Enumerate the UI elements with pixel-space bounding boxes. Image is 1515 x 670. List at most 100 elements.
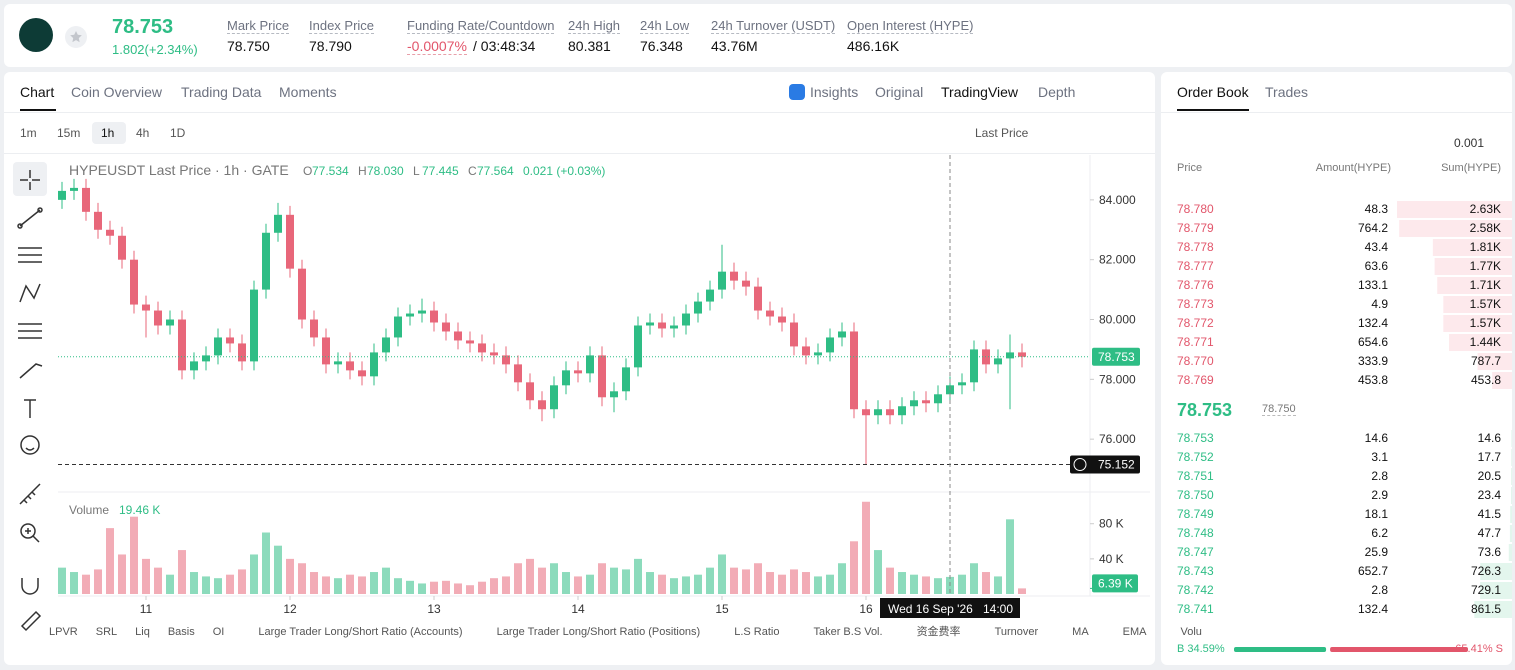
indicator[interactable]: Turnover [995,626,1039,638]
depth-bar [1508,544,1512,561]
ob-price: 78.748 [1177,526,1214,540]
price-type[interactable]: Last Price [975,126,1029,140]
volume-tick-label: 80 K [1099,517,1124,531]
candle-body [190,361,198,371]
indicator[interactable]: Large Trader Long/Short Ratio (Positions… [497,626,701,638]
indicator[interactable]: Volu [1181,626,1202,638]
ob-sum: 17.7 [1477,450,1501,464]
candle-body [346,361,354,371]
volume-bar [586,574,594,594]
candle-body [814,352,822,356]
indicator[interactable]: 资金费率 [917,624,961,638]
tab[interactable]: Trading Data [181,84,262,100]
ob-amount: 6.2 [1371,526,1388,540]
indicator[interactable]: LPVR [49,626,78,638]
volume-bar [334,578,342,594]
interval[interactable]: 1D [170,126,186,140]
volume-bar [490,578,498,594]
x-tick-label: 12 [283,602,297,616]
volume-bar [790,569,798,594]
ob-price: 78.751 [1177,469,1214,483]
indicator[interactable]: SRL [96,626,117,638]
low-tag [1070,455,1140,474]
indicator[interactable]: Taker B.S Vol. [813,626,882,638]
candle-body [922,400,930,404]
x-tick-label: 16 [859,602,873,616]
ob-price: 78.780 [1177,202,1214,216]
buy-ratio [1234,647,1327,652]
interval[interactable]: 1m [20,126,37,140]
indicator[interactable]: Liq [135,626,150,638]
volume-bar [214,578,222,594]
candle-body [730,271,738,281]
depth-bar [1397,201,1512,218]
legend-value: 77.564 [477,164,514,178]
candle-body [322,337,330,365]
indicator[interactable]: EMA [1123,626,1148,638]
candle-body [358,370,366,377]
tab[interactable]: Moments [279,84,337,100]
ob-price: 78.750 [1177,488,1214,502]
candle-body [934,394,942,404]
interval[interactable]: 1h [101,126,115,140]
volume-bar [202,576,210,594]
candle-body [238,343,246,362]
ob-last: 78.753 [1177,400,1233,420]
ob-price: 78.772 [1177,316,1214,330]
ob-amount: 2.8 [1371,469,1388,483]
indicator[interactable]: L.S Ratio [734,626,779,638]
interval[interactable]: 15m [57,126,81,140]
candle-body [142,304,150,311]
ob-tab[interactable]: Trades [1265,84,1309,100]
ob-amount: 14.6 [1364,431,1388,445]
candle-body [646,322,654,326]
sell-label: 65.41% S [1455,643,1503,655]
indicator[interactable]: OI [213,626,225,638]
volume-bar [454,583,462,594]
candle-body [718,271,726,290]
volume-bar [526,558,534,594]
volume-bar [82,574,90,594]
ob-amount: 63.6 [1364,259,1388,273]
volume-bar [826,574,834,594]
candle-body [778,316,786,323]
interval[interactable]: 4h [136,126,150,140]
view-tab[interactable]: Insights [810,84,859,100]
ob-precision[interactable]: 0.001 [1454,136,1485,150]
legend-key: H [358,164,367,178]
ob-sum: 20.5 [1477,469,1501,483]
volume-bar [1018,588,1026,594]
ob-amount: 2.9 [1371,488,1388,502]
candle-body [610,391,618,398]
volume-last-label: 6.39 K [1098,576,1133,590]
candle-body [166,319,174,326]
indicator[interactable]: Basis [168,626,195,638]
favorite-star[interactable] [65,26,87,48]
volume-bar [802,572,810,594]
ob-sum: 729.1 [1470,583,1501,597]
stat-label: 24h Turnover (USDT) [711,18,836,34]
view-tab[interactable]: Depth [1038,84,1076,100]
candle-body [886,409,894,416]
drawing-tools [13,162,47,632]
candle-body [970,349,978,383]
candle-body [490,352,498,356]
sell-ratio [1330,647,1468,652]
view-tab[interactable]: TradingView [941,84,1019,100]
volume-bar [658,574,666,594]
tab[interactable]: Coin Overview [71,84,163,100]
tab[interactable]: Chart [20,84,55,100]
candle-body [634,325,642,368]
view-tab[interactable]: Original [875,84,924,100]
volume-bar [706,567,714,594]
volume-bar [322,576,330,594]
indicator[interactable]: Large Trader Long/Short Ratio (Accounts) [258,626,462,638]
indicator[interactable]: MA [1072,626,1089,638]
volume-bar [118,554,126,594]
ob-price: 78.742 [1177,583,1214,597]
last-price: 78.753 [112,16,174,38]
volume-bar [754,563,762,594]
ob-tab[interactable]: Order Book [1177,84,1249,100]
depth-bar [1399,220,1512,237]
volume-bar [610,567,618,594]
